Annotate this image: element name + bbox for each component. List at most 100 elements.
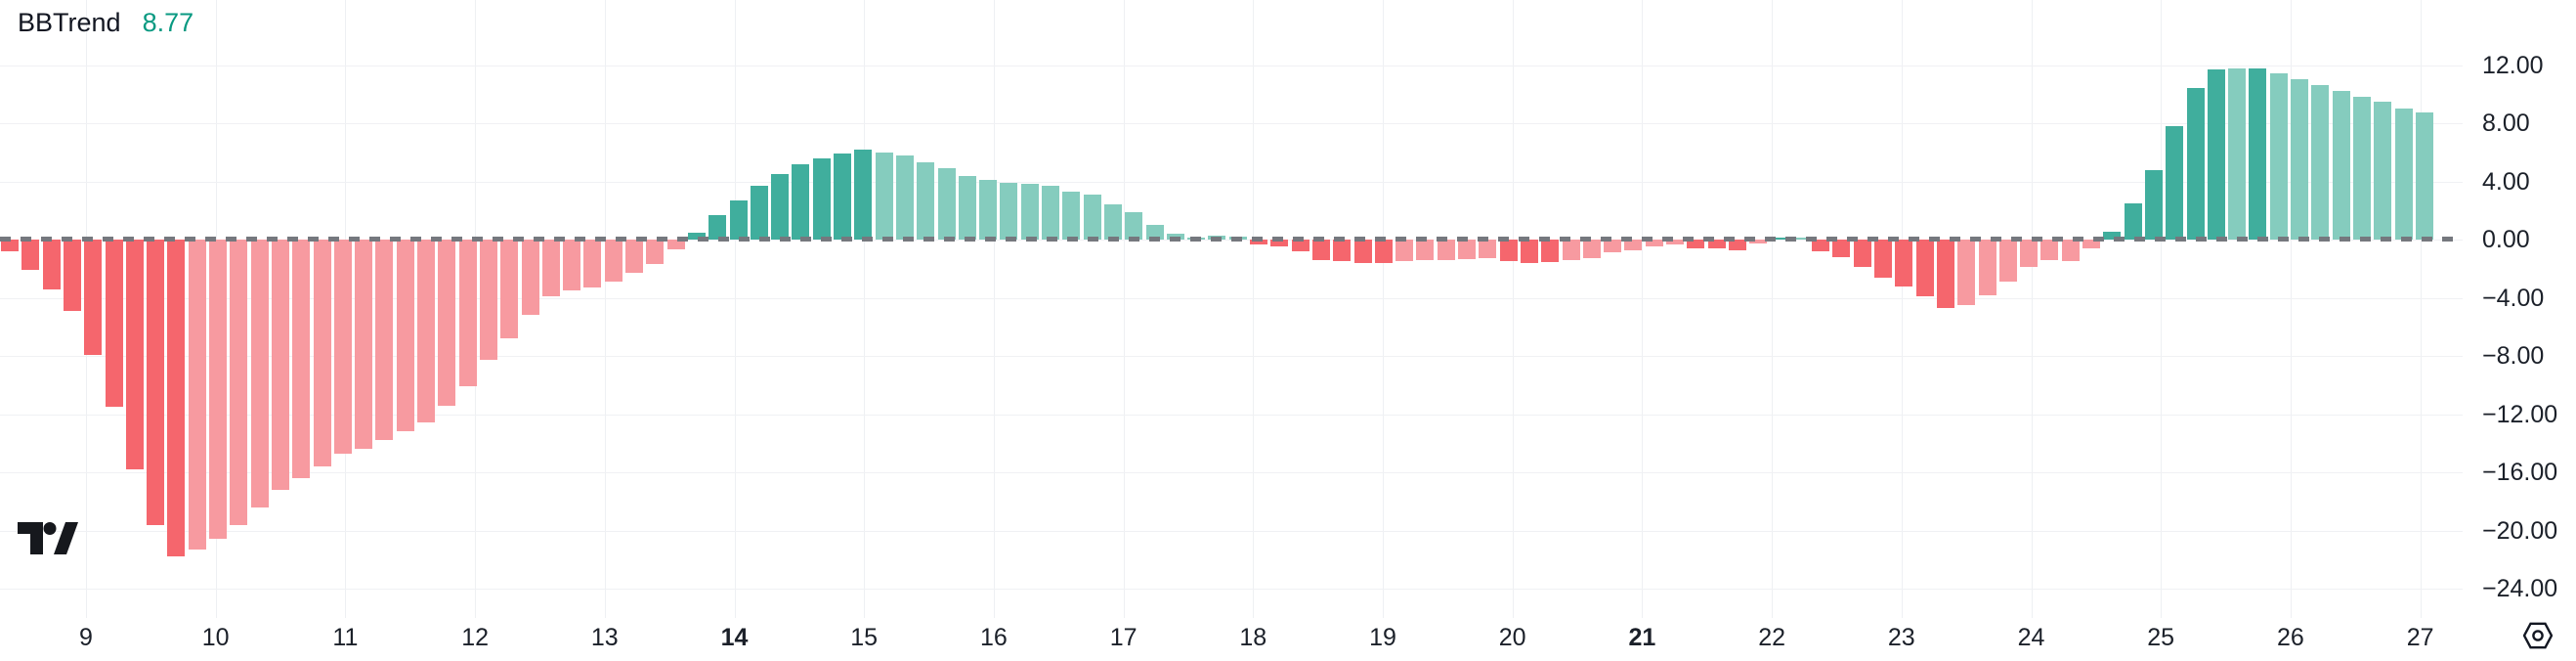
time-scale[interactable]: 9 10 11 12 13 14 15 16 17 18 19 20 21 22 23 24 25 26 27: [0, 618, 2576, 661]
histogram-bar: [750, 185, 768, 240]
histogram-bar: [708, 214, 727, 240]
vertical-gridline: [1642, 0, 1644, 618]
histogram-bar: [1311, 240, 1330, 260]
tradingview-logo-icon[interactable]: [18, 522, 78, 554]
histogram-bar: [979, 180, 998, 240]
histogram-bar: [771, 174, 790, 240]
histogram-bar: [1541, 240, 1560, 263]
histogram-bar: [188, 240, 206, 550]
histogram-bar: [105, 240, 123, 408]
histogram-bar: [1707, 240, 1726, 248]
histogram-bar: [937, 168, 956, 240]
histogram-bar: [1353, 240, 1372, 263]
vertical-gridline: [2161, 0, 2163, 618]
histogram-bar: [2207, 68, 2225, 240]
histogram-bar: [21, 240, 40, 271]
histogram-bar: [895, 154, 914, 240]
price-axis-label: −12.00: [2482, 400, 2558, 428]
histogram-bar: [125, 240, 144, 470]
horizontal-gridline: [0, 181, 2463, 183]
time-axis-label: 21: [1628, 624, 1656, 651]
histogram-bar: [1728, 240, 1746, 251]
histogram-bar: [1374, 240, 1393, 263]
histogram-bar: [521, 240, 539, 316]
histogram-bar: [1978, 240, 1996, 295]
histogram-bar: [63, 240, 81, 311]
histogram-bar: [1395, 240, 1414, 262]
settings-icon[interactable]: [2523, 622, 2553, 649]
horizontal-gridline: [0, 589, 2463, 590]
histogram-bar: [604, 240, 623, 283]
histogram-bar: [1624, 240, 1643, 251]
vertical-gridline: [1512, 0, 1514, 618]
time-axis-label: 16: [979, 624, 1008, 651]
histogram-bar: [167, 240, 186, 557]
time-axis-label: 12: [461, 624, 489, 651]
histogram-bar: [1458, 240, 1476, 260]
vertical-gridline: [1253, 0, 1255, 618]
histogram-bar: [396, 240, 414, 432]
histogram-bar: [1042, 185, 1059, 240]
indicator-legend[interactable]: BBTrend 8.77: [18, 6, 193, 39]
horizontal-gridline: [0, 123, 2463, 124]
histogram-bar: [2061, 240, 2080, 262]
histogram-bar: [958, 175, 976, 240]
histogram-bar: [1998, 240, 2017, 283]
histogram-bar: [42, 240, 61, 289]
histogram-bar: [250, 240, 269, 507]
histogram-bar: [375, 240, 394, 441]
histogram-bar: [500, 240, 519, 339]
time-axis-label: 14: [720, 624, 749, 651]
histogram-bar: [1874, 240, 1892, 278]
price-axis-label: −16.00: [2482, 459, 2558, 486]
price-axis-label: 4.00: [2482, 167, 2530, 196]
histogram-bar: [1, 240, 19, 251]
time-axis-label: 18: [1239, 624, 1267, 651]
histogram-bar: [2352, 97, 2371, 240]
time-axis-label: 10: [201, 624, 230, 651]
price-axis-label: −8.00: [2482, 342, 2545, 370]
histogram-bar: [2415, 111, 2433, 240]
vertical-gridline: [2031, 0, 2033, 618]
price-scale[interactable]: 12.00 8.00 4.00 0.00 −4.00 −8.00 −12.00 −16.00 −…: [2463, 0, 2576, 618]
vertical-gridline: [1772, 0, 1774, 618]
price-axis-label: −24.00: [2482, 575, 2558, 602]
histogram-bar: [625, 240, 643, 274]
histogram-bar: [1333, 240, 1352, 262]
histogram-bar: [1479, 240, 1497, 258]
histogram-bar: [438, 240, 456, 406]
plot-area[interactable]: BBTrend 8.77: [0, 0, 2463, 661]
histogram-bar: [2291, 79, 2308, 240]
histogram-bar: [2249, 68, 2267, 240]
time-axis-label: 24: [2017, 624, 2045, 651]
price-axis-label: 8.00: [2482, 110, 2530, 137]
histogram-bar: [1083, 194, 1101, 240]
histogram-bar: [1832, 240, 1851, 257]
histogram-bar: [2374, 102, 2392, 240]
histogram-bar: [2020, 240, 2039, 268]
vertical-gridline: [864, 0, 866, 618]
histogram-bar: [1604, 240, 1622, 253]
histogram-bar: [812, 157, 831, 240]
histogram-bar: [1020, 184, 1039, 240]
vertical-gridline: [1901, 0, 1903, 618]
histogram-bar: [541, 240, 560, 296]
histogram-bar: [1062, 191, 1081, 240]
histogram-bar: [2040, 240, 2059, 260]
histogram-bar: [417, 240, 435, 423]
price-axis-label: 0.00: [2482, 226, 2530, 253]
histogram-bar: [1582, 240, 1601, 258]
histogram-bar: [666, 240, 685, 250]
histogram-bar: [1145, 225, 1164, 240]
vertical-gridline: [2420, 0, 2422, 618]
histogram-bar: [1125, 211, 1143, 240]
histogram-bar: [84, 240, 103, 355]
histogram-bar: [1250, 240, 1267, 245]
histogram-bar: [1562, 240, 1580, 260]
time-axis-label: 25: [2147, 624, 2175, 651]
histogram-bar: [1895, 240, 1913, 286]
histogram-bar: [2082, 240, 2100, 248]
histogram-bar: [292, 240, 311, 478]
histogram-bar: [1749, 240, 1768, 244]
